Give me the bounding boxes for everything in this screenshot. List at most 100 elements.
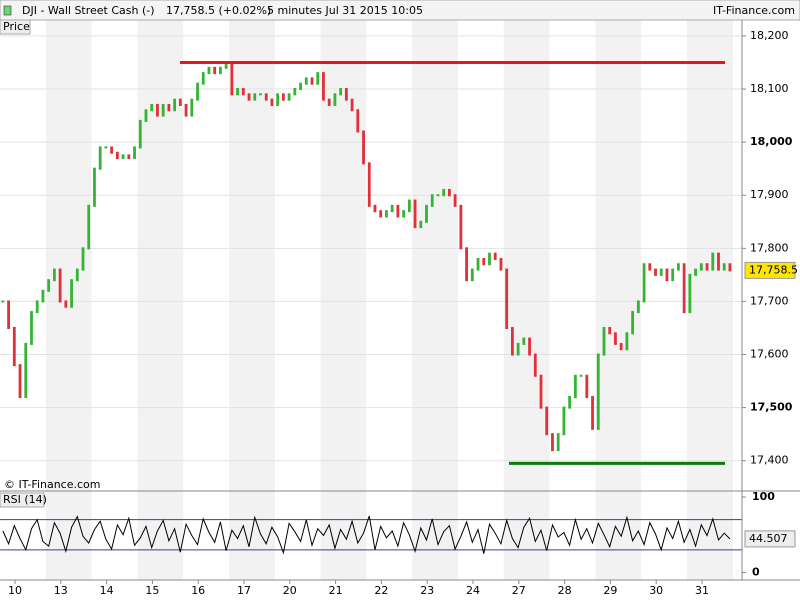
candle	[539, 374, 543, 409]
candle	[436, 194, 440, 197]
y-tick-label: 17,900	[750, 188, 789, 201]
candle	[568, 396, 572, 409]
candle	[430, 194, 434, 207]
candle	[144, 109, 148, 122]
candle	[81, 247, 85, 271]
x-tick-label: 29	[603, 584, 617, 597]
y-tick-label: 0	[752, 565, 760, 578]
x-tick-label: 21	[329, 584, 343, 597]
instrument: DJI - Wall Street Cash (-)	[22, 4, 155, 17]
candle	[396, 204, 400, 218]
day-band	[595, 491, 642, 580]
candle	[425, 204, 428, 223]
candle	[608, 326, 612, 335]
day-band	[412, 491, 458, 580]
candle	[625, 332, 629, 351]
candle	[562, 406, 566, 436]
day-band	[137, 20, 184, 491]
last-price-label: 17,758.5	[749, 263, 798, 276]
last-price-tag	[744, 261, 796, 279]
x-tick-label: 16	[191, 584, 205, 597]
header-icon	[3, 5, 12, 16]
candle	[293, 88, 297, 96]
candle	[259, 93, 262, 96]
candle	[522, 337, 526, 345]
day-band	[45, 20, 92, 491]
grid	[0, 35, 742, 551]
x-tick-label: 17	[237, 584, 251, 597]
candle	[219, 66, 222, 75]
candle	[699, 263, 703, 271]
day-band	[229, 491, 275, 580]
day-band	[229, 20, 275, 491]
candle	[688, 273, 692, 314]
candle	[470, 268, 474, 282]
candle	[156, 103, 159, 117]
candle	[184, 103, 188, 117]
candle	[356, 109, 360, 133]
x-tick-label: 30	[649, 584, 663, 597]
candle	[385, 210, 388, 218]
x-tick-label: 22	[374, 584, 388, 597]
candle	[35, 300, 39, 314]
candle	[52, 268, 56, 282]
candle	[591, 396, 594, 430]
candle	[545, 406, 549, 436]
candle	[407, 199, 411, 213]
day-band	[412, 20, 458, 491]
candle	[127, 154, 131, 160]
candle	[419, 220, 423, 229]
candle	[602, 326, 606, 356]
candle	[7, 300, 10, 329]
candle	[665, 268, 669, 282]
candle	[196, 82, 199, 101]
candle	[379, 210, 383, 218]
candle	[499, 257, 503, 271]
candle	[459, 204, 463, 250]
day-band	[595, 20, 642, 491]
day-band	[687, 491, 733, 580]
candle	[648, 263, 652, 271]
candle	[287, 93, 291, 101]
candle	[619, 342, 623, 351]
candle	[705, 263, 709, 271]
day-band	[137, 491, 184, 580]
candle	[110, 146, 114, 154]
candle	[58, 268, 62, 303]
candle	[150, 103, 154, 112]
y-tick-label: 100	[752, 490, 775, 503]
candle	[636, 300, 640, 314]
candle	[476, 257, 480, 271]
candle	[556, 433, 560, 452]
candle	[304, 77, 308, 85]
candle	[115, 151, 119, 160]
candle	[482, 257, 486, 266]
candle	[362, 130, 365, 165]
candle	[350, 98, 354, 112]
candle	[642, 263, 646, 303]
candle	[579, 374, 583, 377]
candle	[41, 289, 45, 303]
candle	[276, 93, 280, 106]
candle	[138, 119, 142, 149]
candle	[631, 311, 635, 335]
candle	[121, 154, 125, 160]
panel-tag	[0, 492, 45, 508]
rsi-line	[2, 515, 731, 555]
y-tick-label: 17,500	[750, 401, 793, 414]
y-tick-label: 17,400	[750, 454, 789, 467]
quote: 17,758.5 (+0.02%)	[166, 4, 271, 17]
candle	[270, 98, 274, 106]
x-tick-label: 24	[466, 584, 480, 597]
candle	[711, 252, 715, 271]
x-tick-label: 27	[512, 584, 526, 597]
candle	[671, 268, 675, 282]
candle	[230, 61, 234, 96]
candle	[299, 82, 302, 91]
candle	[659, 268, 663, 276]
candle	[207, 66, 211, 75]
candle	[30, 311, 33, 345]
candle	[18, 364, 22, 399]
panel-tag	[0, 19, 31, 35]
